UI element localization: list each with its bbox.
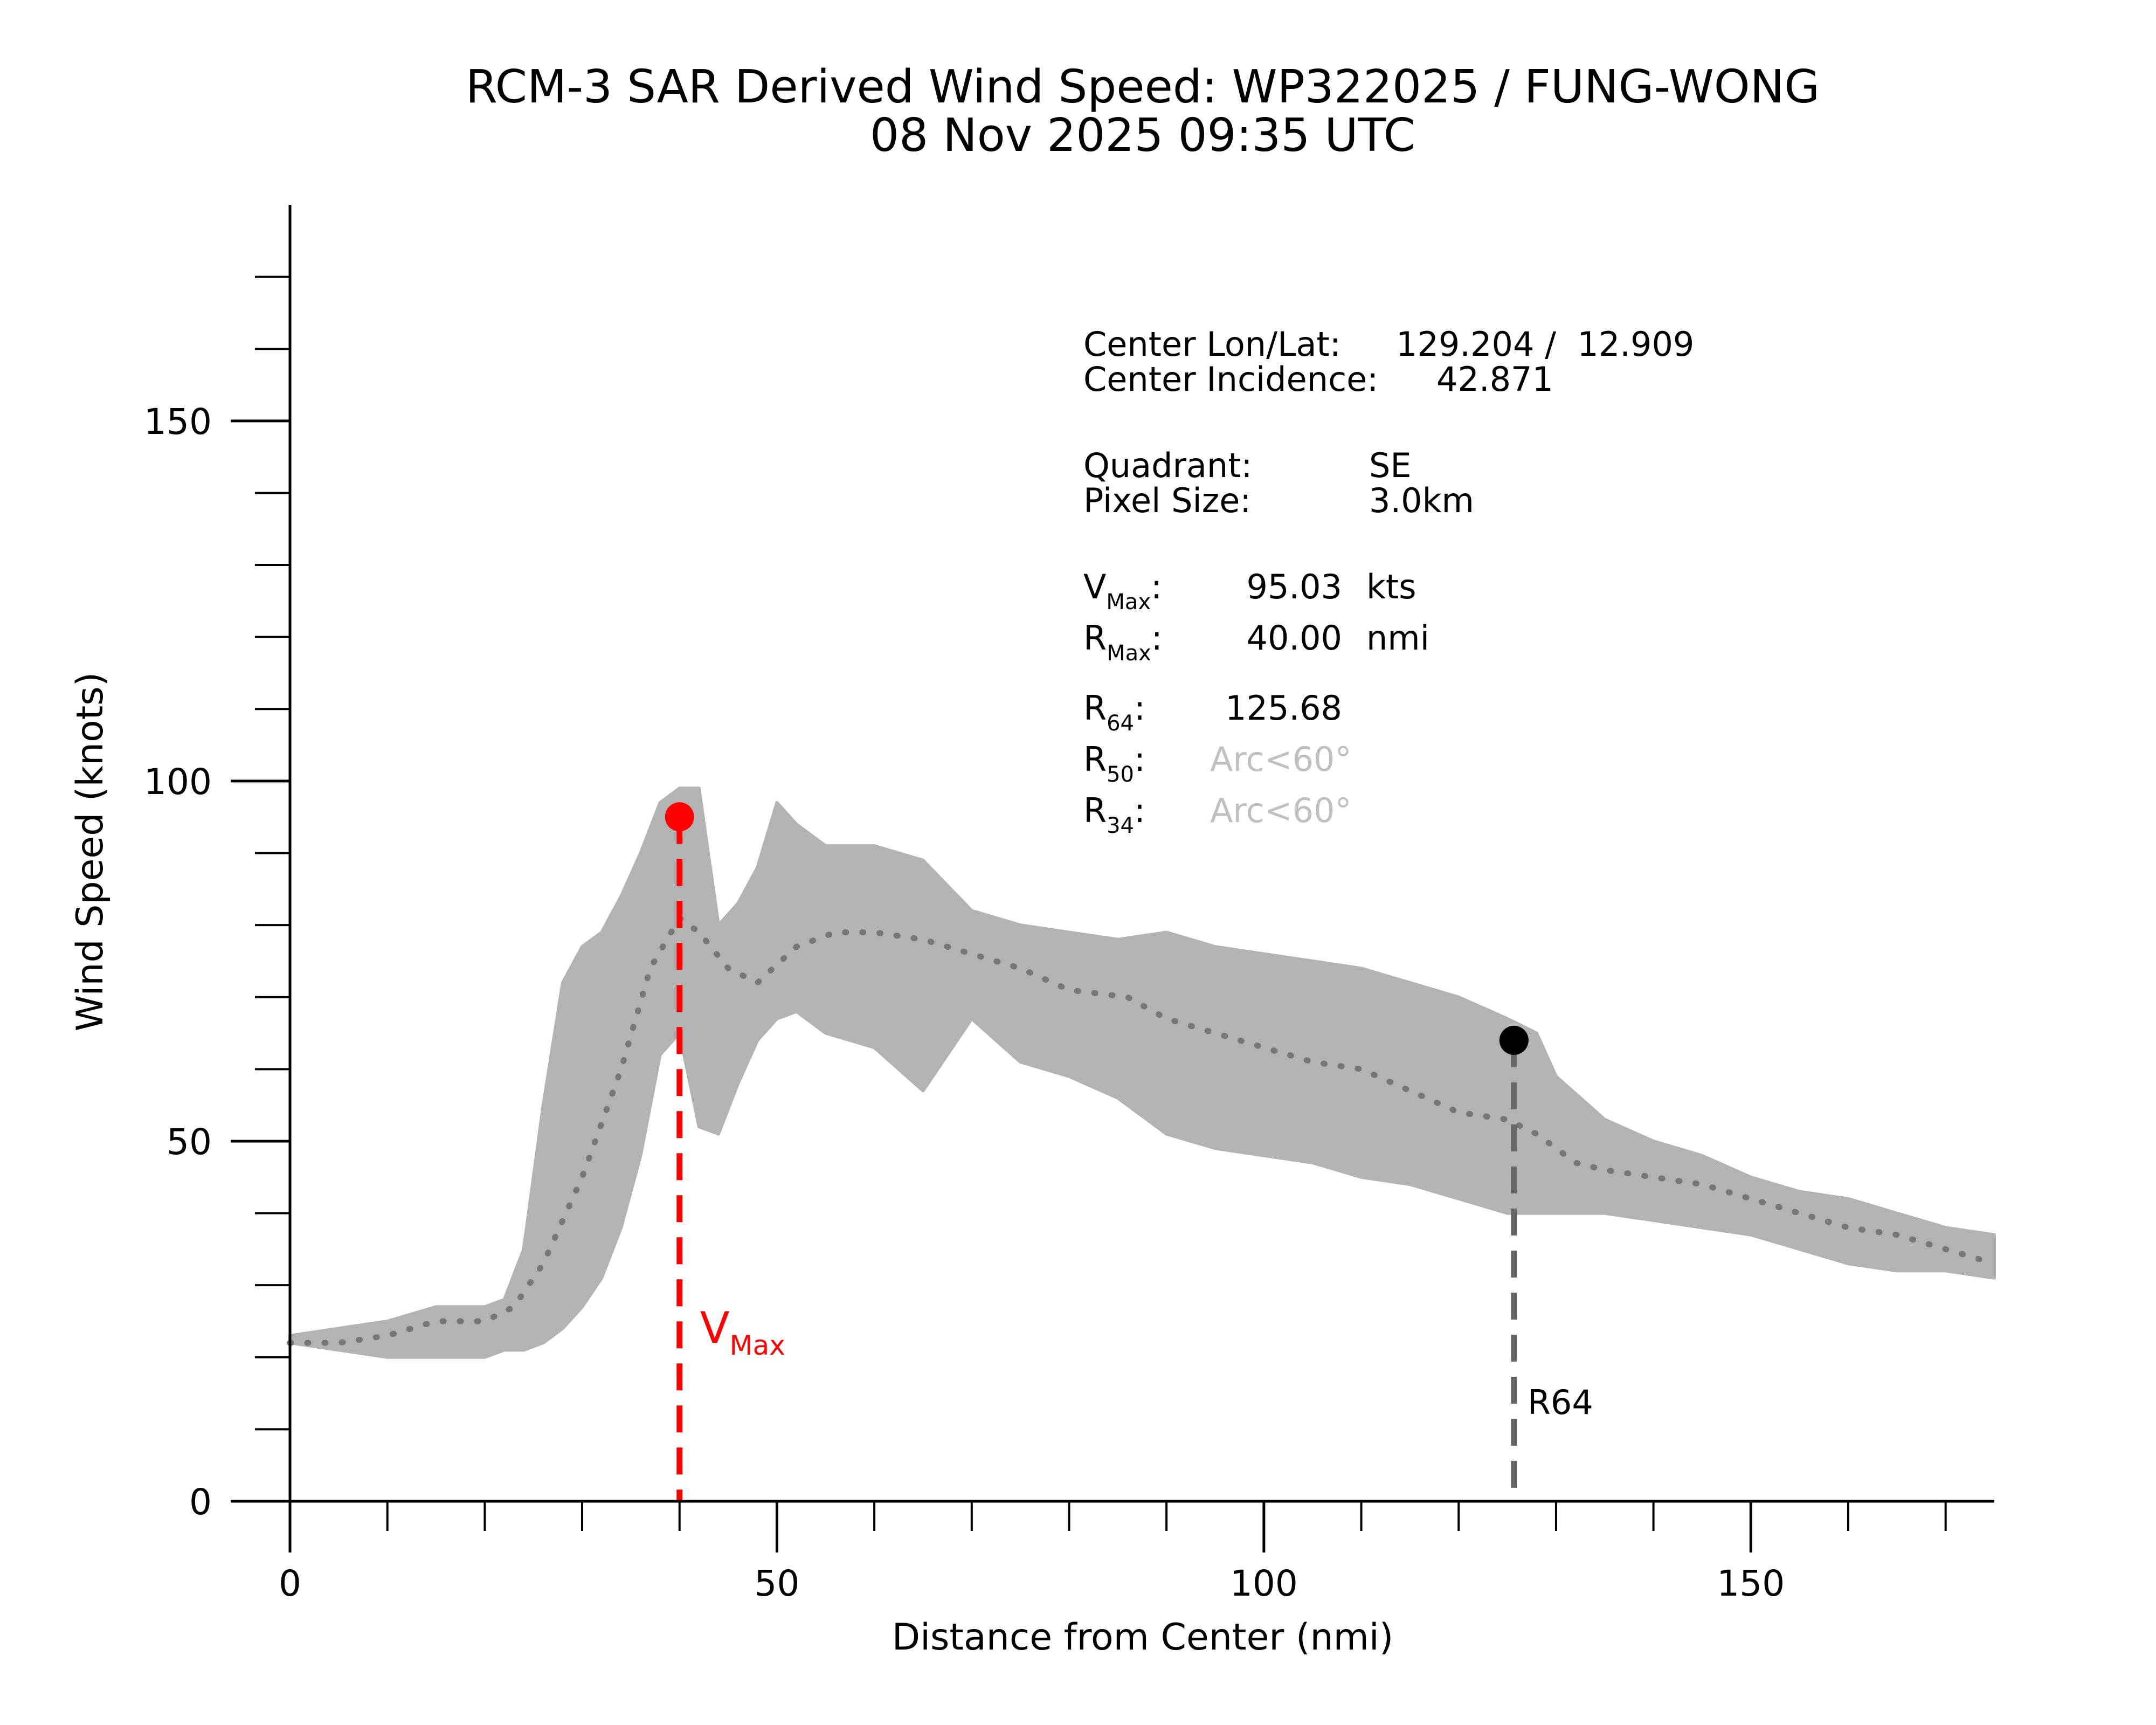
r50-info-value: Arc<60° — [1210, 740, 1351, 779]
y-axis-label: Wind Speed (knots) — [69, 672, 112, 1032]
chart-title: RCM-3 SAR Derived Wind Speed: WP322025 /… — [466, 60, 1820, 114]
r64-info-letter: R — [1083, 688, 1107, 728]
mean-profile-line — [287, 913, 1998, 1346]
wind-scatter-envelope — [288, 786, 1996, 1359]
rmax-info-sub: Max — [1107, 641, 1151, 666]
pixel-size-label: Pixel Size: — [1083, 481, 1251, 520]
quadrant-value: SE — [1369, 446, 1412, 485]
r34-info-value: Arc<60° — [1210, 791, 1351, 830]
vmax-info-label: VMax: — [1083, 567, 1162, 615]
x-tick-label: 0 — [279, 1563, 301, 1604]
vmax-info-sub: Max — [1106, 590, 1151, 615]
chart-subtitle: 08 Nov 2025 09:35 UTC — [870, 109, 1415, 162]
r34-info-sub: 34 — [1107, 813, 1134, 838]
info-panel: Center Lon/Lat: 129.204 / 12.909 Center … — [1083, 325, 1694, 838]
r64-info-value: 125.68 — [1225, 688, 1342, 728]
r50-info-label: R50: — [1083, 740, 1145, 787]
r34-info-colon: : — [1134, 791, 1145, 830]
x-axis-label: Distance from Center (nmi) — [892, 1616, 1394, 1659]
rmax-info-colon: : — [1151, 618, 1163, 658]
center-lonlat-label: Center Lon/Lat: — [1083, 325, 1341, 364]
x-tick-label: 50 — [754, 1563, 799, 1604]
vmax-point — [665, 802, 694, 832]
rmax-info-label: RMax: — [1083, 618, 1163, 666]
vmax-annotation-main: V — [700, 1303, 730, 1353]
r34-info-letter: R — [1083, 791, 1107, 830]
vmax-annotation-sub: Max — [729, 1330, 785, 1361]
r64-info-sub: 64 — [1107, 711, 1134, 736]
center-lonlat-value: 129.204 / 12.909 — [1396, 325, 1694, 364]
pixel-size-value: 3.0km — [1369, 481, 1474, 520]
y-tick-label: 0 — [189, 1481, 212, 1523]
y-tick-label: 100 — [144, 761, 212, 803]
r64-annotation: R64 — [1528, 1383, 1593, 1422]
center-incidence-label: Center Incidence: — [1083, 360, 1378, 399]
vmax-info-value: 95.03 — [1247, 567, 1343, 606]
r50-info-colon: : — [1134, 740, 1145, 779]
r34-info-label: R34: — [1083, 791, 1145, 838]
r50-info-letter: R — [1083, 740, 1107, 779]
rmax-info-value: 40.00 — [1247, 618, 1343, 658]
r64-info-colon: : — [1134, 688, 1145, 728]
r64-point — [1499, 1025, 1529, 1055]
y-tick-label: 50 — [167, 1121, 212, 1163]
r50-info-sub: 50 — [1107, 762, 1134, 787]
quadrant-label: Quadrant: — [1083, 446, 1252, 485]
x-tick-label: 100 — [1230, 1563, 1298, 1604]
vmax-info-colon: : — [1151, 567, 1162, 606]
x-tick-label: 150 — [1717, 1563, 1785, 1604]
y-tick-label: 150 — [144, 401, 212, 443]
plot-area: VMax R64 — [287, 786, 1998, 1501]
vmax-annotation: VMax — [700, 1303, 785, 1361]
r64-info-label: R64: — [1083, 688, 1145, 736]
axes: 0 50 100 150 0 50 100 150 — [144, 205, 1994, 1604]
rmax-info-unit: nmi — [1366, 618, 1429, 658]
rmax-info-letter: R — [1083, 618, 1107, 658]
vmax-info-letter: V — [1083, 567, 1106, 606]
vmax-info-unit: kts — [1366, 567, 1416, 606]
center-incidence-value: 42.871 — [1436, 360, 1553, 399]
